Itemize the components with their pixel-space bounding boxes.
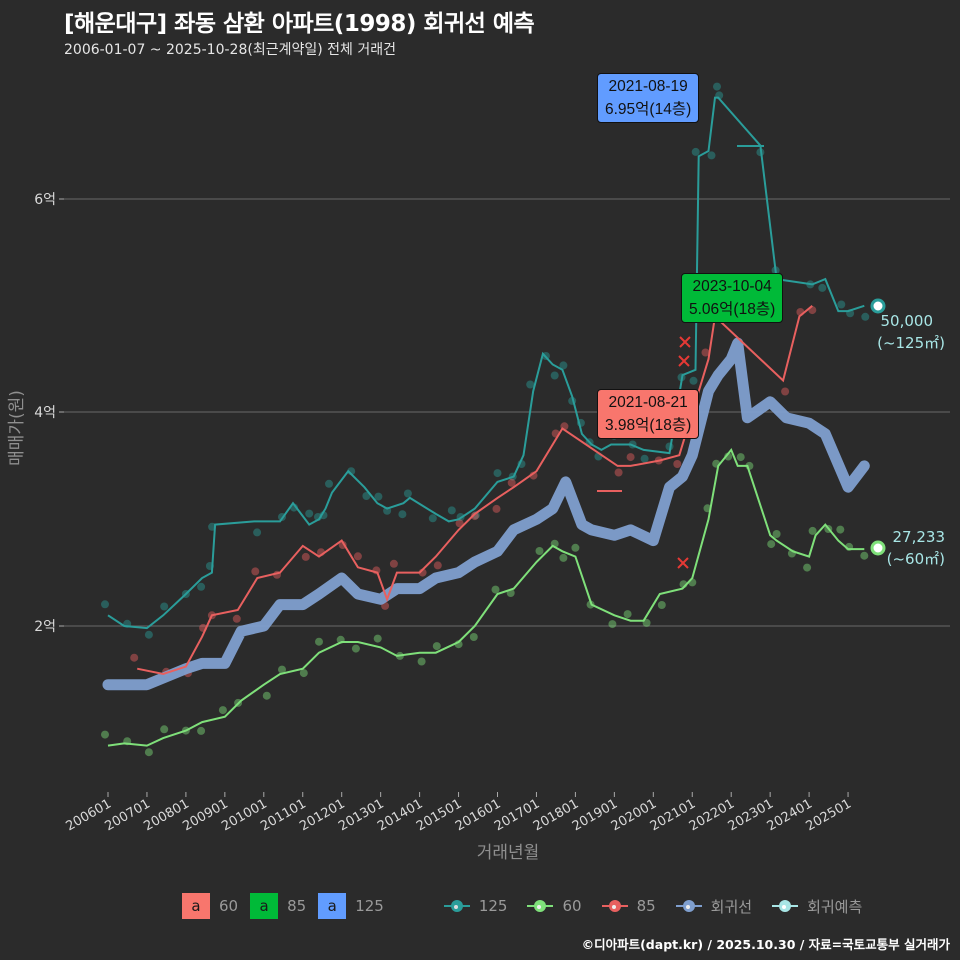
- prediction-point-125: [870, 298, 886, 314]
- callout-125-max: 2021-08-19 6.95억(14층): [597, 73, 700, 123]
- series-60-line: [107, 447, 865, 747]
- legend-line-icon-125: [443, 900, 470, 912]
- source-credit: ©디아파트(dapt.kr) / 2025.10.30 / 자료=국토교통부 실…: [581, 937, 950, 952]
- callout-value: 5.06억(18층): [689, 301, 776, 318]
- chart-subtitle: 2006-01-07 ~ 2025-10-28(최근계약일) 전체 거래건: [64, 42, 396, 58]
- cancelled-markers: [677, 336, 691, 569]
- y-tick-label: 4억: [34, 405, 56, 421]
- prediction-value: 50,000: [880, 312, 934, 330]
- legend-fill-swatch-60: a: [182, 893, 210, 919]
- prediction-point-60: [870, 540, 886, 556]
- legend: a 60 a 85 a 125 125 60 85 회귀선 회귀예측: [182, 892, 874, 920]
- callout-date: 2021-08-19: [608, 78, 688, 95]
- callout-date: 2023-10-04: [692, 278, 772, 295]
- series-125-line: [107, 96, 865, 630]
- legend-label: 60: [219, 897, 239, 915]
- legend-label: 125: [355, 897, 384, 915]
- y-tick-label: 2억: [34, 619, 56, 635]
- prediction-value: 27,233: [892, 528, 946, 546]
- legend-label: 회귀선: [710, 897, 753, 916]
- legend-line-icon-regression: [675, 900, 702, 912]
- callout-value: 6.95억(14층): [605, 101, 692, 118]
- legend-label: 125: [478, 897, 508, 915]
- regression-line: [102, 337, 870, 691]
- legend-fill-swatch-125: a: [318, 893, 347, 919]
- legend-label: 회귀예측: [807, 897, 863, 916]
- callout-date: 2021-08-21: [608, 394, 688, 411]
- legend-label: 85: [287, 897, 307, 915]
- series-85-line: [137, 305, 813, 676]
- callout-85-max: 2023-10-04 5.06억(18층): [681, 273, 784, 323]
- y-gridlines: [64, 198, 950, 627]
- prediction-label-125: 50,000 (~125㎡): [877, 310, 945, 354]
- prediction-area: (~60㎡): [886, 550, 945, 568]
- callout-value: 3.98억(18층): [605, 417, 692, 434]
- y-axis: 2억 4억 6억 매매가(원): [7, 192, 64, 635]
- x-axis: 2006012007012008012009012010012011012012…: [64, 792, 854, 834]
- y-axis-title: 매매가(원): [7, 390, 27, 466]
- legend-line-icon-85: [601, 900, 628, 912]
- legend-label: 85: [636, 897, 656, 915]
- legend-fill-swatch-85: a: [250, 893, 279, 919]
- prediction-area: (~125㎡): [877, 334, 945, 352]
- prediction-label-60: 27,233 (~60㎡): [887, 526, 945, 570]
- chart-title: [해운대구] 좌동 삼환 아파트(1998) 회귀선 예측: [64, 11, 535, 37]
- legend-line-icon-prediction: [772, 900, 799, 912]
- x-tick-label: 202501: [804, 796, 854, 834]
- callout-60-max: 2021-08-21 3.98억(18층): [597, 389, 700, 439]
- y-tick-label: 6억: [34, 192, 56, 208]
- x-axis-title: 거래년월: [477, 843, 540, 863]
- legend-label: 60: [562, 897, 582, 915]
- legend-line-icon-60: [527, 900, 554, 912]
